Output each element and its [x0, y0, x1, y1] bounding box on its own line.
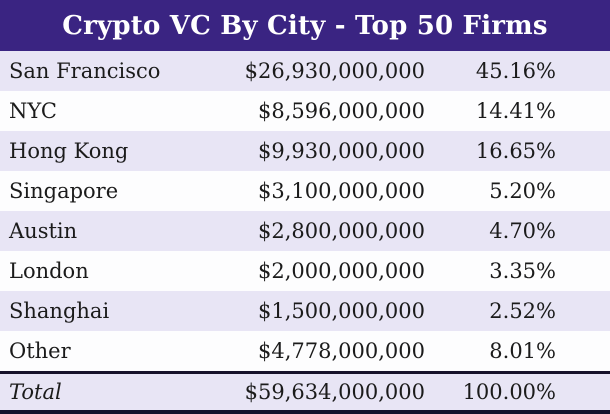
- percent-cell: 3.35%: [489, 259, 556, 283]
- amount-cell: $9,930,000,000: [258, 139, 425, 163]
- city-cell: Singapore: [9, 179, 119, 203]
- crypto-vc-table: San Francisco $26,930,000,000 45.16% NYC…: [0, 51, 610, 410]
- total-amount-cell: $59,634,000,000: [244, 380, 425, 404]
- total-row: Total $59,634,000,000 100.00%: [0, 372, 610, 410]
- city-cell: Shanghai: [9, 299, 110, 323]
- table-row: Austin $2,800,000,000 4.70%: [0, 211, 610, 251]
- percent-cell: 45.16%: [475, 59, 556, 83]
- amount-cell: $8,596,000,000: [258, 99, 425, 123]
- total-percent-cell: 100.00%: [462, 380, 556, 404]
- table-row: Other $4,778,000,000 8.01%: [0, 331, 610, 373]
- city-cell: London: [9, 259, 89, 283]
- amount-cell: $2,800,000,000: [258, 219, 425, 243]
- percent-cell: 5.20%: [489, 179, 556, 203]
- city-cell: Other: [9, 339, 71, 363]
- amount-cell: $1,500,000,000: [258, 299, 425, 323]
- amount-cell: $4,778,000,000: [258, 339, 425, 363]
- percent-cell: 2.52%: [489, 299, 556, 323]
- city-cell: Hong Kong: [9, 139, 129, 163]
- table-row: Singapore $3,100,000,000 5.20%: [0, 171, 610, 211]
- amount-cell: $2,000,000,000: [258, 259, 425, 283]
- amount-cell: $3,100,000,000: [258, 179, 425, 203]
- percent-cell: 14.41%: [475, 99, 556, 123]
- table-row: Shanghai $1,500,000,000 2.52%: [0, 291, 610, 331]
- amount-cell: $26,930,000,000: [244, 59, 425, 83]
- city-cell: San Francisco: [9, 59, 161, 83]
- total-label-cell: Total: [9, 380, 62, 404]
- table-row: London $2,000,000,000 3.35%: [0, 251, 610, 291]
- page-title: Crypto VC By City - Top 50 Firms: [62, 10, 548, 41]
- percent-cell: 16.65%: [475, 139, 556, 163]
- percent-cell: 4.70%: [489, 219, 556, 243]
- table-header-banner: Crypto VC By City - Top 50 Firms: [0, 0, 610, 51]
- table-row: San Francisco $26,930,000,000 45.16%: [0, 51, 610, 91]
- city-cell: NYC: [9, 99, 57, 123]
- city-cell: Austin: [9, 219, 78, 243]
- table-row: NYC $8,596,000,000 14.41%: [0, 91, 610, 131]
- table-row: Hong Kong $9,930,000,000 16.65%: [0, 131, 610, 171]
- percent-cell: 8.01%: [489, 339, 556, 363]
